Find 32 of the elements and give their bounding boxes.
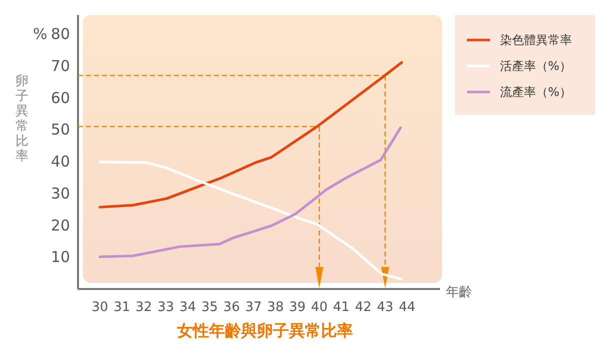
x-axis-title: 年齡	[446, 285, 472, 300]
line-series	[98, 61, 403, 208]
x-tick-label: 41	[333, 300, 350, 315]
y-tick-label: 20	[50, 216, 70, 234]
y-tick-label: 10	[50, 248, 70, 266]
legend-label: 活產率（%）	[500, 59, 572, 73]
x-tick-label: 42	[354, 300, 372, 315]
y-tick-label: 60	[50, 88, 70, 107]
y-tick-label: 40	[50, 152, 70, 171]
x-tick-label: 37	[245, 300, 262, 315]
y-tick-label: 30	[50, 184, 70, 202]
x-tick-label: 35	[201, 300, 218, 315]
y-tick-label: 70	[50, 56, 70, 75]
x-tick-label: 43	[376, 300, 394, 315]
y-tick-label: 80	[50, 25, 70, 44]
line-series	[98, 126, 402, 258]
x-tick-label: 38	[267, 300, 284, 315]
x-tick-label: 39	[289, 300, 306, 315]
legend-label: 染色體異常率	[500, 33, 572, 47]
x-tick-label: 30	[92, 300, 108, 315]
text: %	[33, 25, 48, 44]
x-tick-label: 40	[311, 300, 328, 315]
x-tick-label: 44	[398, 300, 416, 315]
x-tick-label: 34	[179, 300, 196, 315]
x-tick-label: 33	[157, 300, 174, 315]
x-tick-label: 36	[223, 300, 240, 315]
y-axis-title: 卵子異常比率	[16, 74, 28, 164]
text: 女性年齡與卵子異常比率	[176, 321, 353, 340]
legend-label: 流產率（%）	[500, 85, 572, 99]
x-tick-label: 31	[114, 300, 130, 315]
x-tick-label: 32	[136, 300, 152, 315]
y-tick-label: 50	[50, 120, 70, 139]
